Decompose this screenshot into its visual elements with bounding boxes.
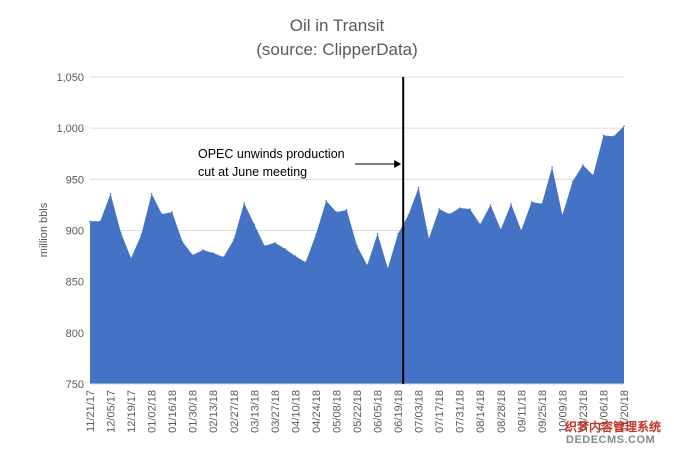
data-point [325, 200, 327, 202]
x-tick-label: 01/30/18 [188, 390, 200, 433]
x-tick-label: 06/19/18 [393, 390, 405, 433]
x-tick-label: 09/11/18 [516, 390, 528, 432]
data-point [510, 203, 512, 205]
data-point [89, 220, 91, 223]
data-point [284, 248, 286, 250]
x-tick-label: 10/09/18 [557, 390, 569, 433]
data-point [479, 223, 482, 226]
series-area [90, 126, 624, 385]
chart-title-block: Oil in Transit (source: ClipperData) [0, 14, 674, 62]
y-tick-label: 800 [66, 328, 84, 340]
x-tick-label: 04/10/18 [290, 390, 302, 433]
data-point [499, 228, 502, 231]
data-point [438, 208, 440, 210]
chart-title: Oil in Transit [289, 16, 385, 35]
data-point [150, 192, 153, 195]
x-tick-label: 11/20/18 [619, 390, 631, 432]
data-point [171, 211, 173, 213]
data-point [161, 213, 163, 215]
annotation-line-2: cut at June meeting [198, 165, 307, 179]
data-point [191, 254, 194, 256]
x-tick-label: 02/27/18 [229, 390, 241, 433]
data-point [366, 264, 369, 267]
data-point [407, 214, 410, 216]
x-tick-label: 03/13/18 [249, 390, 261, 433]
data-point [335, 211, 338, 213]
data-point [294, 255, 297, 257]
data-point [541, 203, 543, 205]
x-tick-label: 11/21/17 [85, 390, 97, 432]
y-tick-label: 750 [66, 379, 84, 391]
x-tick-label: 10/23/18 [578, 390, 590, 433]
data-point [130, 257, 132, 259]
data-point [120, 231, 122, 234]
data-point [181, 240, 184, 243]
data-point [140, 233, 143, 236]
annotation-arrowhead [394, 160, 402, 168]
data-point [612, 135, 615, 138]
data-point [376, 232, 379, 235]
data-point [109, 192, 112, 195]
data-point [397, 232, 399, 235]
data-point [448, 213, 451, 215]
data-point [571, 180, 574, 183]
annotation-line-1: OPEC unwinds production [198, 147, 345, 161]
data-point [602, 134, 605, 137]
data-point [458, 207, 461, 209]
x-tick-label: 01/02/18 [147, 390, 159, 433]
data-point [417, 186, 420, 189]
data-point [561, 214, 564, 216]
data-point [387, 267, 389, 270]
x-tick-label: 06/05/18 [373, 390, 385, 433]
data-point [592, 174, 594, 177]
watermark-line-1: 织梦内容管理系统 [565, 420, 662, 434]
x-tick-label: 07/31/18 [455, 390, 467, 433]
x-tick-label: 02/13/18 [208, 390, 220, 433]
y-tick-label: 850 [66, 277, 84, 289]
watermark-line-2: DEDECMS.COM [566, 434, 656, 446]
data-point [212, 252, 215, 254]
data-point [202, 249, 204, 251]
x-tick-label: 11/06/18 [598, 390, 610, 432]
data-point [263, 245, 266, 247]
chart-subtitle: (source: ClipperData) [256, 40, 418, 59]
data-point [582, 164, 584, 166]
y-tick-label: 950 [66, 174, 84, 186]
x-tick-label: 12/05/17 [106, 390, 118, 433]
x-tick-label: 05/08/18 [331, 390, 343, 433]
data-point [356, 245, 358, 247]
data-point [274, 241, 276, 244]
y-tick-label: 1,000 [56, 123, 84, 135]
data-point [489, 204, 492, 206]
data-point [243, 202, 245, 204]
data-point [551, 166, 553, 168]
data-point [99, 220, 102, 223]
x-tick-label: 03/27/18 [270, 390, 282, 433]
x-tick-label: 08/14/18 [475, 390, 487, 433]
data-point [232, 238, 235, 241]
y-tick-label: 1,050 [56, 72, 84, 84]
data-point [623, 125, 625, 127]
x-tick-label: 05/22/18 [352, 390, 364, 433]
data-point [520, 229, 523, 232]
x-tick-label: 04/24/18 [311, 390, 323, 433]
data-point [428, 237, 430, 240]
data-point [530, 201, 533, 203]
data-point [222, 256, 225, 258]
x-tick-label: 07/03/18 [414, 390, 426, 433]
y-tick-label: 900 [66, 226, 84, 238]
x-tick-label: 08/28/18 [496, 390, 508, 433]
data-point [315, 233, 317, 236]
data-point [304, 261, 307, 264]
data-point [469, 208, 471, 210]
x-tick-label: 07/17/18 [434, 390, 446, 433]
data-point [253, 223, 256, 226]
x-tick-label: 01/16/18 [167, 390, 179, 433]
x-tick-label: 12/19/17 [126, 390, 138, 433]
y-axis-label: million bbls [38, 202, 50, 257]
data-point [345, 209, 348, 211]
x-tick-label: 09/25/18 [537, 390, 549, 433]
